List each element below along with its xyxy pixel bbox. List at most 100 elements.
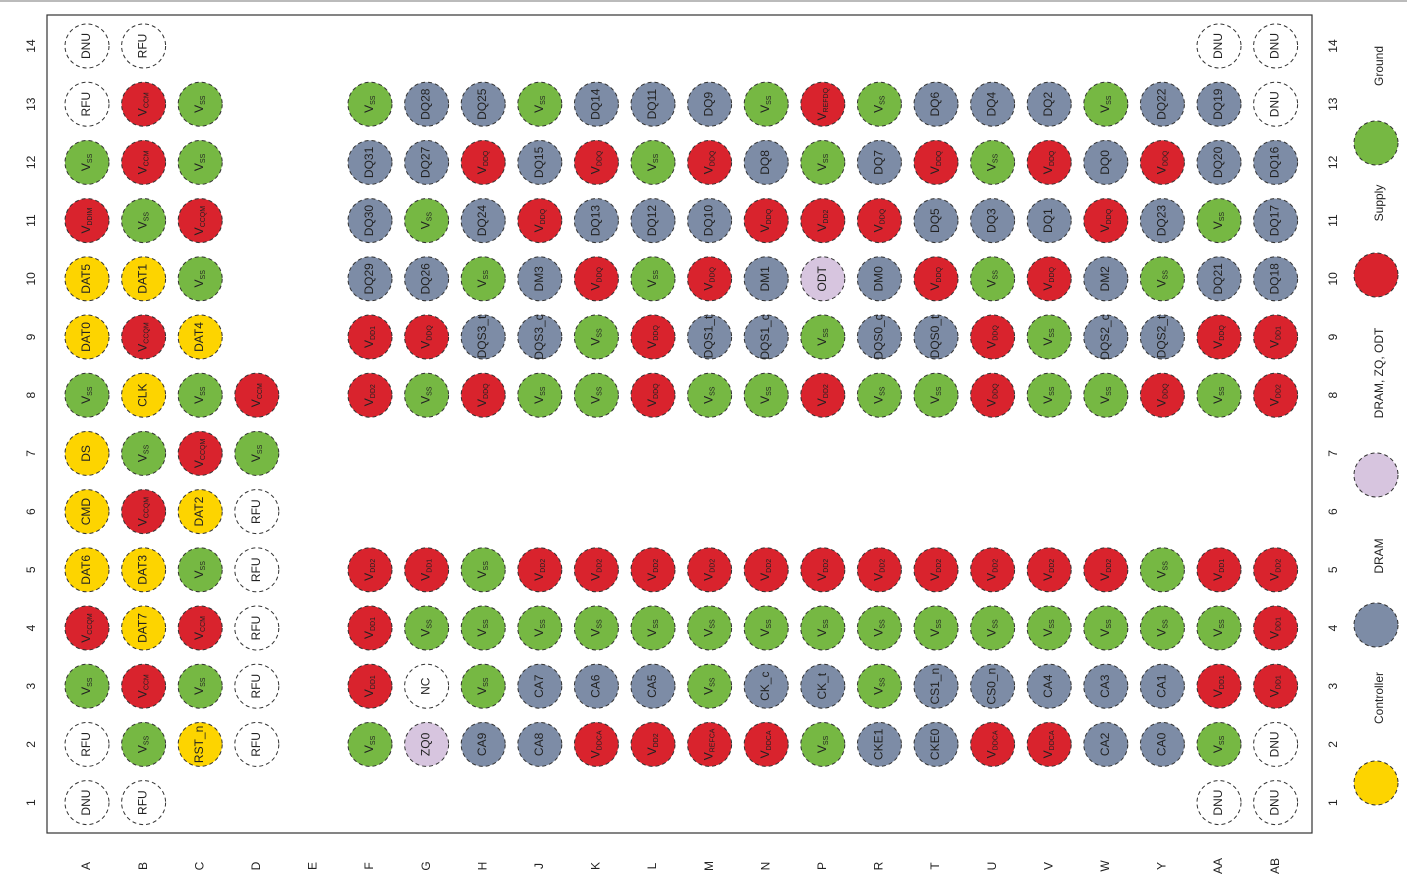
- ball-label: VSS: [475, 270, 490, 288]
- ball-label: VDDQ: [1155, 150, 1170, 174]
- ball: [121, 780, 167, 826]
- legend-swatch: [1353, 452, 1399, 498]
- ball-name: V: [136, 690, 150, 698]
- ball-subscript: CCM: [143, 92, 150, 108]
- ball-name: DAT3: [136, 555, 150, 585]
- ball: [743, 81, 789, 127]
- ball: [1253, 780, 1299, 826]
- ball-label: DNU: [1268, 790, 1282, 816]
- ball-name: RFU: [136, 790, 150, 815]
- ball-label: VCCQM: [192, 206, 207, 236]
- ball-name: V: [758, 573, 772, 581]
- ball-label: VSS: [1211, 735, 1226, 753]
- ball-label: DQ2: [1041, 92, 1055, 117]
- ball-subscript: SS: [879, 95, 886, 105]
- ball-label: DQ21: [1211, 263, 1225, 295]
- ball-label: VSS: [79, 153, 94, 171]
- ball-subscript: DDIM: [87, 207, 94, 225]
- ball-name: V: [985, 279, 999, 287]
- ball-subscript: DDQ: [596, 150, 603, 166]
- ball-label: VSS: [872, 619, 887, 637]
- ball-label: VSS: [192, 153, 207, 171]
- ball-label: DQS3_t: [475, 315, 489, 358]
- ball: [800, 81, 846, 127]
- ball: [743, 547, 789, 593]
- ball-label: VDD2: [645, 559, 660, 581]
- ball-label: CS0_n: [985, 668, 999, 705]
- ball-label: VDDQ: [1041, 266, 1056, 290]
- ball-name: V: [985, 629, 999, 637]
- ball: [1196, 23, 1242, 69]
- ball-name: V: [1041, 166, 1055, 174]
- ball-label: VCCQM: [79, 613, 94, 643]
- ball-subscript: SS: [653, 153, 660, 163]
- ball: [1026, 372, 1072, 418]
- ball: [121, 663, 167, 709]
- ball: [1083, 721, 1129, 767]
- ball-subscript: DDQ: [1049, 150, 1056, 166]
- ball-name: V: [872, 687, 886, 695]
- ball-subscript: DDCA: [596, 730, 603, 750]
- ball: [404, 81, 450, 127]
- ball-subscript: DD1: [1219, 675, 1226, 689]
- ball-label: VSS: [1211, 386, 1226, 404]
- ball-label: DQ13: [589, 205, 603, 237]
- ball-label: DAT1: [136, 264, 150, 294]
- ball-label: VDD2: [1041, 559, 1056, 581]
- ball-name: V: [1268, 573, 1282, 581]
- ball: [630, 314, 676, 360]
- ball: [573, 139, 619, 185]
- ball-name: V: [872, 573, 886, 581]
- ball-label: DQ14: [589, 88, 603, 120]
- legend-label: DRAM, ZQ, ODT: [1372, 327, 1386, 418]
- ball-name: V: [192, 460, 206, 468]
- ball: [64, 256, 110, 302]
- ball-name: DQ2: [1041, 92, 1055, 117]
- ball-subscript: DDQ: [483, 383, 490, 399]
- ball-subscript: CCQM: [87, 613, 94, 635]
- ball-subscript: SS: [1219, 386, 1226, 396]
- ball: [460, 605, 506, 651]
- ball-subscript: DDQ: [1219, 325, 1226, 341]
- ball-label: RFU: [249, 674, 263, 699]
- ball: [1026, 81, 1072, 127]
- ball-label: VSS: [249, 444, 264, 462]
- ball: [1196, 198, 1242, 244]
- row-label: 9: [1326, 333, 1340, 340]
- row-label: 14: [24, 39, 38, 53]
- ball: [800, 256, 846, 302]
- ball-name: CKE1: [872, 728, 886, 760]
- ball-label: VDD1: [419, 559, 434, 581]
- ball: [177, 139, 223, 185]
- ball-subscript: CCM: [200, 616, 207, 632]
- ball-name: CA5: [645, 674, 659, 698]
- ball-name: V: [872, 105, 886, 113]
- ball-subscript: CCQM: [143, 497, 150, 519]
- ball-name: V: [136, 454, 150, 462]
- ball-label: DQS1_t: [702, 315, 716, 358]
- ball-name: V: [475, 570, 489, 578]
- ball-subscript: SS: [426, 212, 433, 222]
- ball: [1196, 372, 1242, 418]
- ball: [177, 547, 223, 593]
- ball: [121, 605, 167, 651]
- ball: [460, 198, 506, 244]
- ball: [460, 372, 506, 418]
- ball-name: V: [1268, 631, 1282, 639]
- ball-label: CLK: [136, 384, 150, 407]
- ball: [1083, 547, 1129, 593]
- ball: [1083, 139, 1129, 185]
- ball: [1196, 81, 1242, 127]
- ball: [404, 256, 450, 302]
- ball-name: V: [419, 221, 433, 229]
- ball-subscript: DD2: [1275, 559, 1282, 573]
- ball: [630, 81, 676, 127]
- ball-name: V: [928, 573, 942, 581]
- ball-name: V: [192, 687, 206, 695]
- ball-subscript: SS: [1162, 270, 1169, 280]
- ball-label: VDDQ: [758, 208, 773, 232]
- ball-subscript: SS: [540, 95, 547, 105]
- ball-label: RFU: [249, 616, 263, 641]
- ball-name: CKE0: [928, 728, 942, 760]
